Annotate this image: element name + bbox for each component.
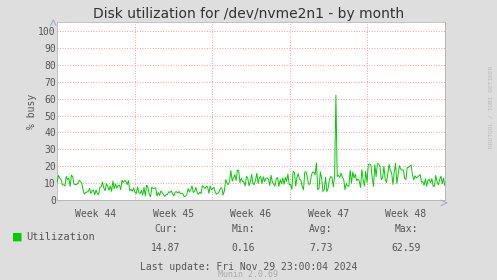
Text: Disk utilization for /dev/nvme2n1 - by month: Disk utilization for /dev/nvme2n1 - by m… bbox=[93, 7, 404, 21]
Text: Week 46: Week 46 bbox=[231, 209, 271, 219]
Text: 14.87: 14.87 bbox=[151, 243, 180, 253]
Text: Utilization: Utilization bbox=[26, 232, 94, 242]
Text: 0.16: 0.16 bbox=[232, 243, 255, 253]
Text: Max:: Max: bbox=[394, 224, 418, 234]
Text: Munin 2.0.69: Munin 2.0.69 bbox=[219, 270, 278, 279]
Text: 7.73: 7.73 bbox=[309, 243, 332, 253]
Text: Week 47: Week 47 bbox=[308, 209, 349, 219]
Text: ■: ■ bbox=[12, 232, 23, 242]
Text: 62.59: 62.59 bbox=[391, 243, 421, 253]
Text: Week 48: Week 48 bbox=[386, 209, 426, 219]
Text: Cur:: Cur: bbox=[154, 224, 177, 234]
Y-axis label: % busy: % busy bbox=[27, 94, 37, 129]
Text: Week 45: Week 45 bbox=[153, 209, 194, 219]
Text: Last update: Fri Nov 29 23:00:04 2024: Last update: Fri Nov 29 23:00:04 2024 bbox=[140, 262, 357, 272]
Text: Week 44: Week 44 bbox=[76, 209, 116, 219]
Text: Min:: Min: bbox=[232, 224, 255, 234]
Text: RRDTOOL / TOBI OETIKER: RRDTOOL / TOBI OETIKER bbox=[488, 65, 493, 148]
Text: Avg:: Avg: bbox=[309, 224, 332, 234]
